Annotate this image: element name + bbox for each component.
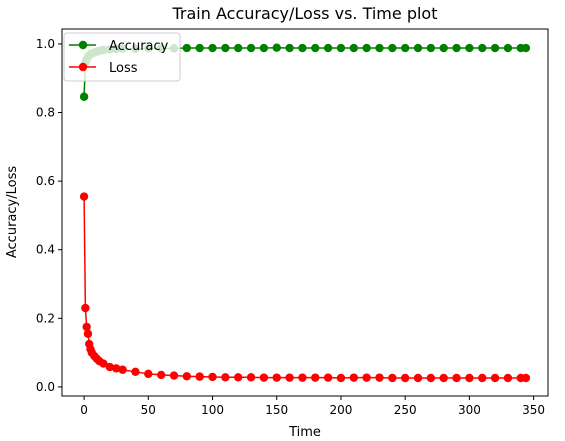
loss-point xyxy=(439,373,448,383)
accuracy-point xyxy=(195,43,204,53)
loss-point xyxy=(234,373,243,382)
loss-point xyxy=(81,303,90,313)
y-tick-label: 1.0 xyxy=(36,37,55,51)
legend: Accuracy Loss xyxy=(63,32,181,82)
accuracy-point xyxy=(452,43,461,53)
accuracy-point xyxy=(336,43,346,53)
chart-title: Train Accuracy/Loss vs. Time plot xyxy=(172,4,438,23)
accuracy-point xyxy=(285,43,294,53)
loss-point xyxy=(490,373,500,383)
loss-point xyxy=(400,373,410,383)
accuracy-point xyxy=(521,43,531,53)
accuracy-point xyxy=(298,43,307,53)
loss-point xyxy=(311,373,320,382)
loss-point xyxy=(272,373,281,382)
accuracy-point xyxy=(465,43,474,53)
loss-point xyxy=(521,373,531,383)
loss-point xyxy=(298,373,307,382)
loss-point xyxy=(465,373,474,383)
y-tick-label: 0.0 xyxy=(36,380,55,394)
y-tick-label: 0.6 xyxy=(36,174,55,188)
y-tick-label: 0.8 xyxy=(36,106,55,120)
loss-point xyxy=(362,373,371,382)
x-tick-label: 250 xyxy=(394,403,417,417)
loss-point xyxy=(246,373,256,382)
loss-point xyxy=(105,362,114,372)
loss-point xyxy=(426,373,436,383)
plot-area xyxy=(79,43,531,383)
legend-accuracy-marker xyxy=(78,40,88,50)
loss-point xyxy=(349,373,359,382)
loss-point xyxy=(144,369,153,379)
accuracy-point xyxy=(182,43,192,53)
loss-point xyxy=(259,373,269,382)
loss-point xyxy=(195,372,204,381)
accuracy-point xyxy=(426,43,436,53)
accuracy-point xyxy=(259,43,269,53)
axes-frame xyxy=(61,28,549,397)
x-tick-label: 100 xyxy=(201,403,224,417)
x-tick-label: 200 xyxy=(330,403,353,417)
accuracy-point xyxy=(400,43,410,53)
x-tick-label: 0 xyxy=(80,403,88,417)
x-tick-label: 300 xyxy=(458,403,481,417)
loss-point xyxy=(82,322,91,332)
accuracy-point xyxy=(79,92,89,101)
accuracy-point xyxy=(503,43,513,53)
loss-point xyxy=(99,359,108,368)
accuracy-point xyxy=(311,43,320,53)
accuracy-point xyxy=(323,43,333,53)
loss-point xyxy=(221,373,230,382)
loss-point xyxy=(413,373,423,383)
accuracy-point xyxy=(362,43,371,53)
loss-point xyxy=(323,373,333,382)
accuracy-point xyxy=(375,43,384,53)
loss-point xyxy=(388,373,397,383)
loss-point xyxy=(83,329,93,338)
y-tick-label: 0.2 xyxy=(36,311,55,325)
y-axis: 0.0 0.2 0.4 0.6 0.8 1.0 xyxy=(36,37,62,394)
loss-point xyxy=(336,373,346,383)
loss-point xyxy=(182,372,192,381)
x-axis: 0 50 100 150 200 250 300 350 xyxy=(80,396,545,417)
accuracy-point xyxy=(246,43,256,53)
accuracy-point xyxy=(388,43,397,53)
accuracy-point xyxy=(413,43,423,53)
loss-point xyxy=(452,373,461,383)
x-tick-label: 150 xyxy=(265,403,288,417)
loss-point xyxy=(208,372,217,382)
loss-point xyxy=(112,364,121,373)
loss-point xyxy=(118,365,127,374)
loss-point xyxy=(169,371,179,380)
loss-line xyxy=(83,196,526,379)
x-tick-label: 50 xyxy=(141,403,156,417)
accuracy-point xyxy=(221,43,230,53)
loss-point xyxy=(503,373,513,383)
accuracy-point xyxy=(349,43,359,53)
accuracy-point xyxy=(439,43,448,53)
y-axis-label: Accuracy/Loss xyxy=(5,166,20,258)
loss-point xyxy=(79,192,89,201)
accuracy-point xyxy=(478,43,487,53)
accuracy-point xyxy=(234,43,243,53)
loss-point xyxy=(156,370,166,380)
loss-point xyxy=(375,373,384,382)
loss-point xyxy=(478,373,487,383)
loss-point xyxy=(285,373,294,382)
loss-point xyxy=(131,367,140,377)
y-tick-label: 0.4 xyxy=(36,243,55,257)
accuracy-point xyxy=(208,43,217,53)
legend-loss-marker xyxy=(78,62,88,72)
accuracy-point xyxy=(272,43,281,52)
legend-loss-label: Loss xyxy=(109,61,138,76)
legend-accuracy-label: Accuracy xyxy=(109,39,169,54)
accuracy-point xyxy=(490,43,500,53)
x-axis-label: Time xyxy=(288,425,321,440)
x-tick-label: 350 xyxy=(522,403,545,417)
